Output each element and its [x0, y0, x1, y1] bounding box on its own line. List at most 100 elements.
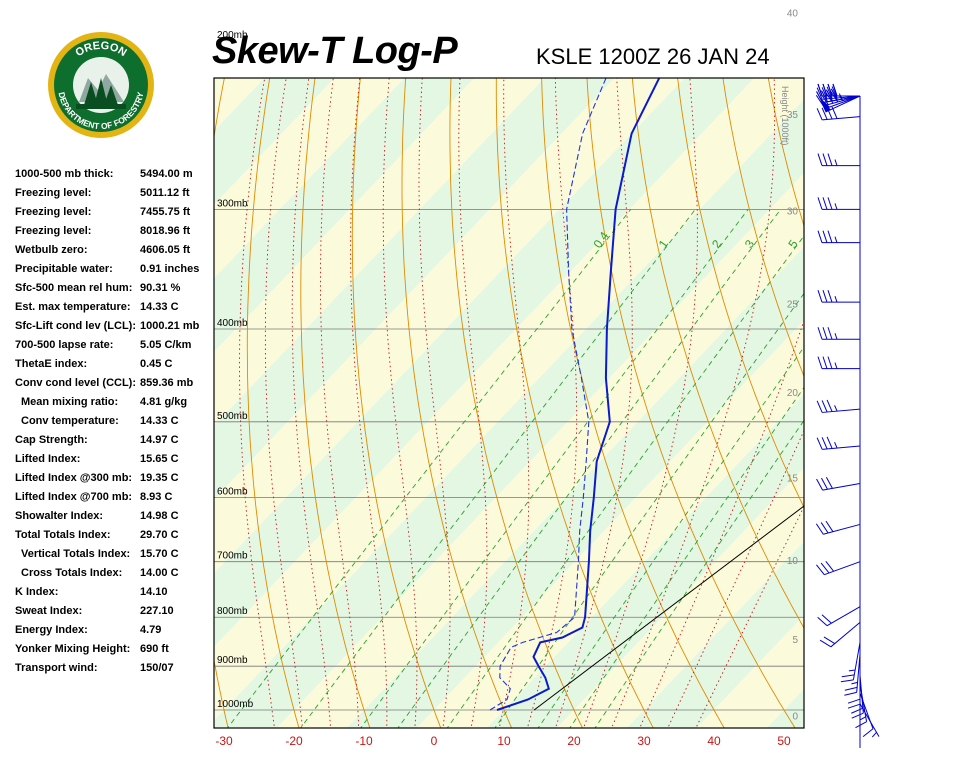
wind-barb — [817, 290, 860, 303]
wind-barb-staff — [856, 654, 861, 693]
pressure-label: 400mb — [217, 318, 248, 329]
index-label: Cap Strength: — [15, 434, 88, 446]
wind-barb-feather — [841, 674, 855, 678]
index-value: 29.70 C — [140, 529, 179, 541]
dry-adiabat-line — [300, 78, 371, 728]
wind-barb-staff — [830, 621, 861, 648]
index-label: Conv cond level (CCL): — [15, 377, 137, 389]
oregon-forestry-logo: OREGON DEPARTMENT OF FORESTRY — [48, 32, 154, 138]
wind-barb-feather — [826, 399, 833, 412]
isotherm-band — [696, 615, 804, 728]
wind-barb-feather — [820, 562, 830, 574]
height-tick-label: 15 — [787, 474, 799, 485]
dry-adiabat-line — [541, 78, 725, 728]
station-datetime: KSLE 1200Z 26 JAN 24 — [536, 44, 770, 69]
wind-barb-half-feather — [834, 236, 838, 243]
index-value: 19.35 C — [140, 472, 179, 484]
wind-barb-feather — [822, 153, 828, 166]
wind-barb-staff — [822, 95, 861, 104]
wind-barb-staff — [859, 675, 864, 714]
wind-barb-staff — [852, 642, 861, 680]
height-tick-label: 30 — [787, 207, 799, 218]
height-tick-label: 25 — [787, 299, 799, 310]
wind-barb-feather — [827, 230, 833, 243]
wind-barb-feather — [832, 83, 838, 97]
mixing-ratio-line — [300, 209, 696, 728]
wind-barb-flag — [820, 97, 830, 109]
isotherm-band — [214, 78, 804, 721]
dry-adiabat-line — [767, 78, 804, 228]
wind-barb — [817, 327, 860, 340]
index-value: 150/07 — [140, 662, 174, 674]
index-value: 7455.75 ft — [140, 206, 191, 218]
index-value: 690 ft — [140, 643, 169, 655]
wind-barb — [817, 83, 860, 97]
index-label: Freezing level: — [15, 187, 92, 199]
index-value: 5.05 C/km — [140, 339, 192, 351]
height-tick-label: 20 — [787, 388, 799, 399]
wind-barb-feather — [844, 691, 857, 696]
index-label: Sfc-500 mean rel hum: — [15, 282, 133, 294]
wind-barb-feather — [827, 153, 833, 166]
wind-barb-feather — [821, 90, 828, 102]
pressure-label: 800mb — [217, 606, 248, 617]
index-value: 1000.21 mb — [140, 320, 200, 332]
wind-barb-feather — [817, 153, 823, 166]
wind-barb-feather — [827, 327, 833, 340]
temperature-tick-label: 40 — [707, 734, 721, 748]
wind-barb-feather — [825, 92, 834, 104]
wind-barb — [840, 642, 861, 683]
isotherm-band — [626, 541, 804, 728]
wind-barb-feather — [821, 87, 828, 100]
dry-adiabat-line — [586, 78, 796, 728]
index-value: 0.45 C — [140, 358, 173, 370]
isotherm-band — [214, 78, 685, 574]
index-label: Yonker Mixing Height: — [15, 643, 131, 655]
temperature-tick-label: -20 — [285, 734, 303, 748]
dry-adiabat-line — [891, 0, 960, 730]
index-label: Energy Index: — [15, 624, 88, 636]
wind-barb-feather — [815, 95, 824, 107]
wind-barb-feather — [851, 712, 864, 719]
isotherm-band — [486, 394, 804, 728]
dry-adiabat-line — [783, 0, 960, 730]
height-tick-label: 35 — [787, 110, 799, 121]
isotherm-band — [0, 73, 129, 733]
wind-barb-feather — [821, 437, 828, 450]
wind-barb-feather — [844, 686, 858, 691]
wind-barb — [816, 436, 861, 450]
wind-barb — [817, 356, 860, 370]
moist-adiabat-line — [264, 78, 303, 728]
isotherm-band — [556, 467, 804, 728]
wind-barb-half-feather — [834, 333, 838, 340]
wind-barb-feather — [821, 477, 828, 490]
dry-adiabat-line — [246, 78, 300, 728]
wind-barb-staff — [822, 95, 861, 100]
wind-barb-feather — [816, 400, 823, 413]
height-tick-label: 5 — [792, 635, 798, 646]
wind-barb-feather — [827, 356, 833, 369]
index-label: 1000-500 mb thick: — [15, 168, 114, 180]
temperature-tick-label: 20 — [567, 734, 581, 748]
height-tick-label: 40 — [787, 9, 799, 20]
index-value: 14.00 C — [140, 567, 179, 579]
wind-barb-half-feather — [834, 442, 838, 449]
moist-adiabat-line — [418, 78, 451, 728]
wind-barb-feather — [816, 91, 824, 103]
index-value: 0.91 inches — [140, 263, 200, 275]
index-label: 700-500 lapse rate: — [15, 339, 114, 351]
wind-barb-feather — [821, 107, 828, 120]
mixing-ratio-line — [446, 235, 804, 728]
wind-barb-staff — [822, 483, 861, 491]
index-value: 14.33 C — [140, 301, 179, 313]
wind-barb-half-feather — [834, 405, 838, 412]
index-label: Est. max temperature: — [15, 301, 131, 313]
wind-barb-half-feather — [834, 203, 838, 210]
wind-barb-feather — [817, 230, 823, 243]
temperature-tick-label: 0 — [431, 734, 438, 748]
wind-barb — [816, 399, 861, 413]
wind-barb — [847, 666, 861, 709]
wind-barb-half-feather — [859, 716, 866, 721]
wind-barb-half-feather — [834, 362, 838, 369]
